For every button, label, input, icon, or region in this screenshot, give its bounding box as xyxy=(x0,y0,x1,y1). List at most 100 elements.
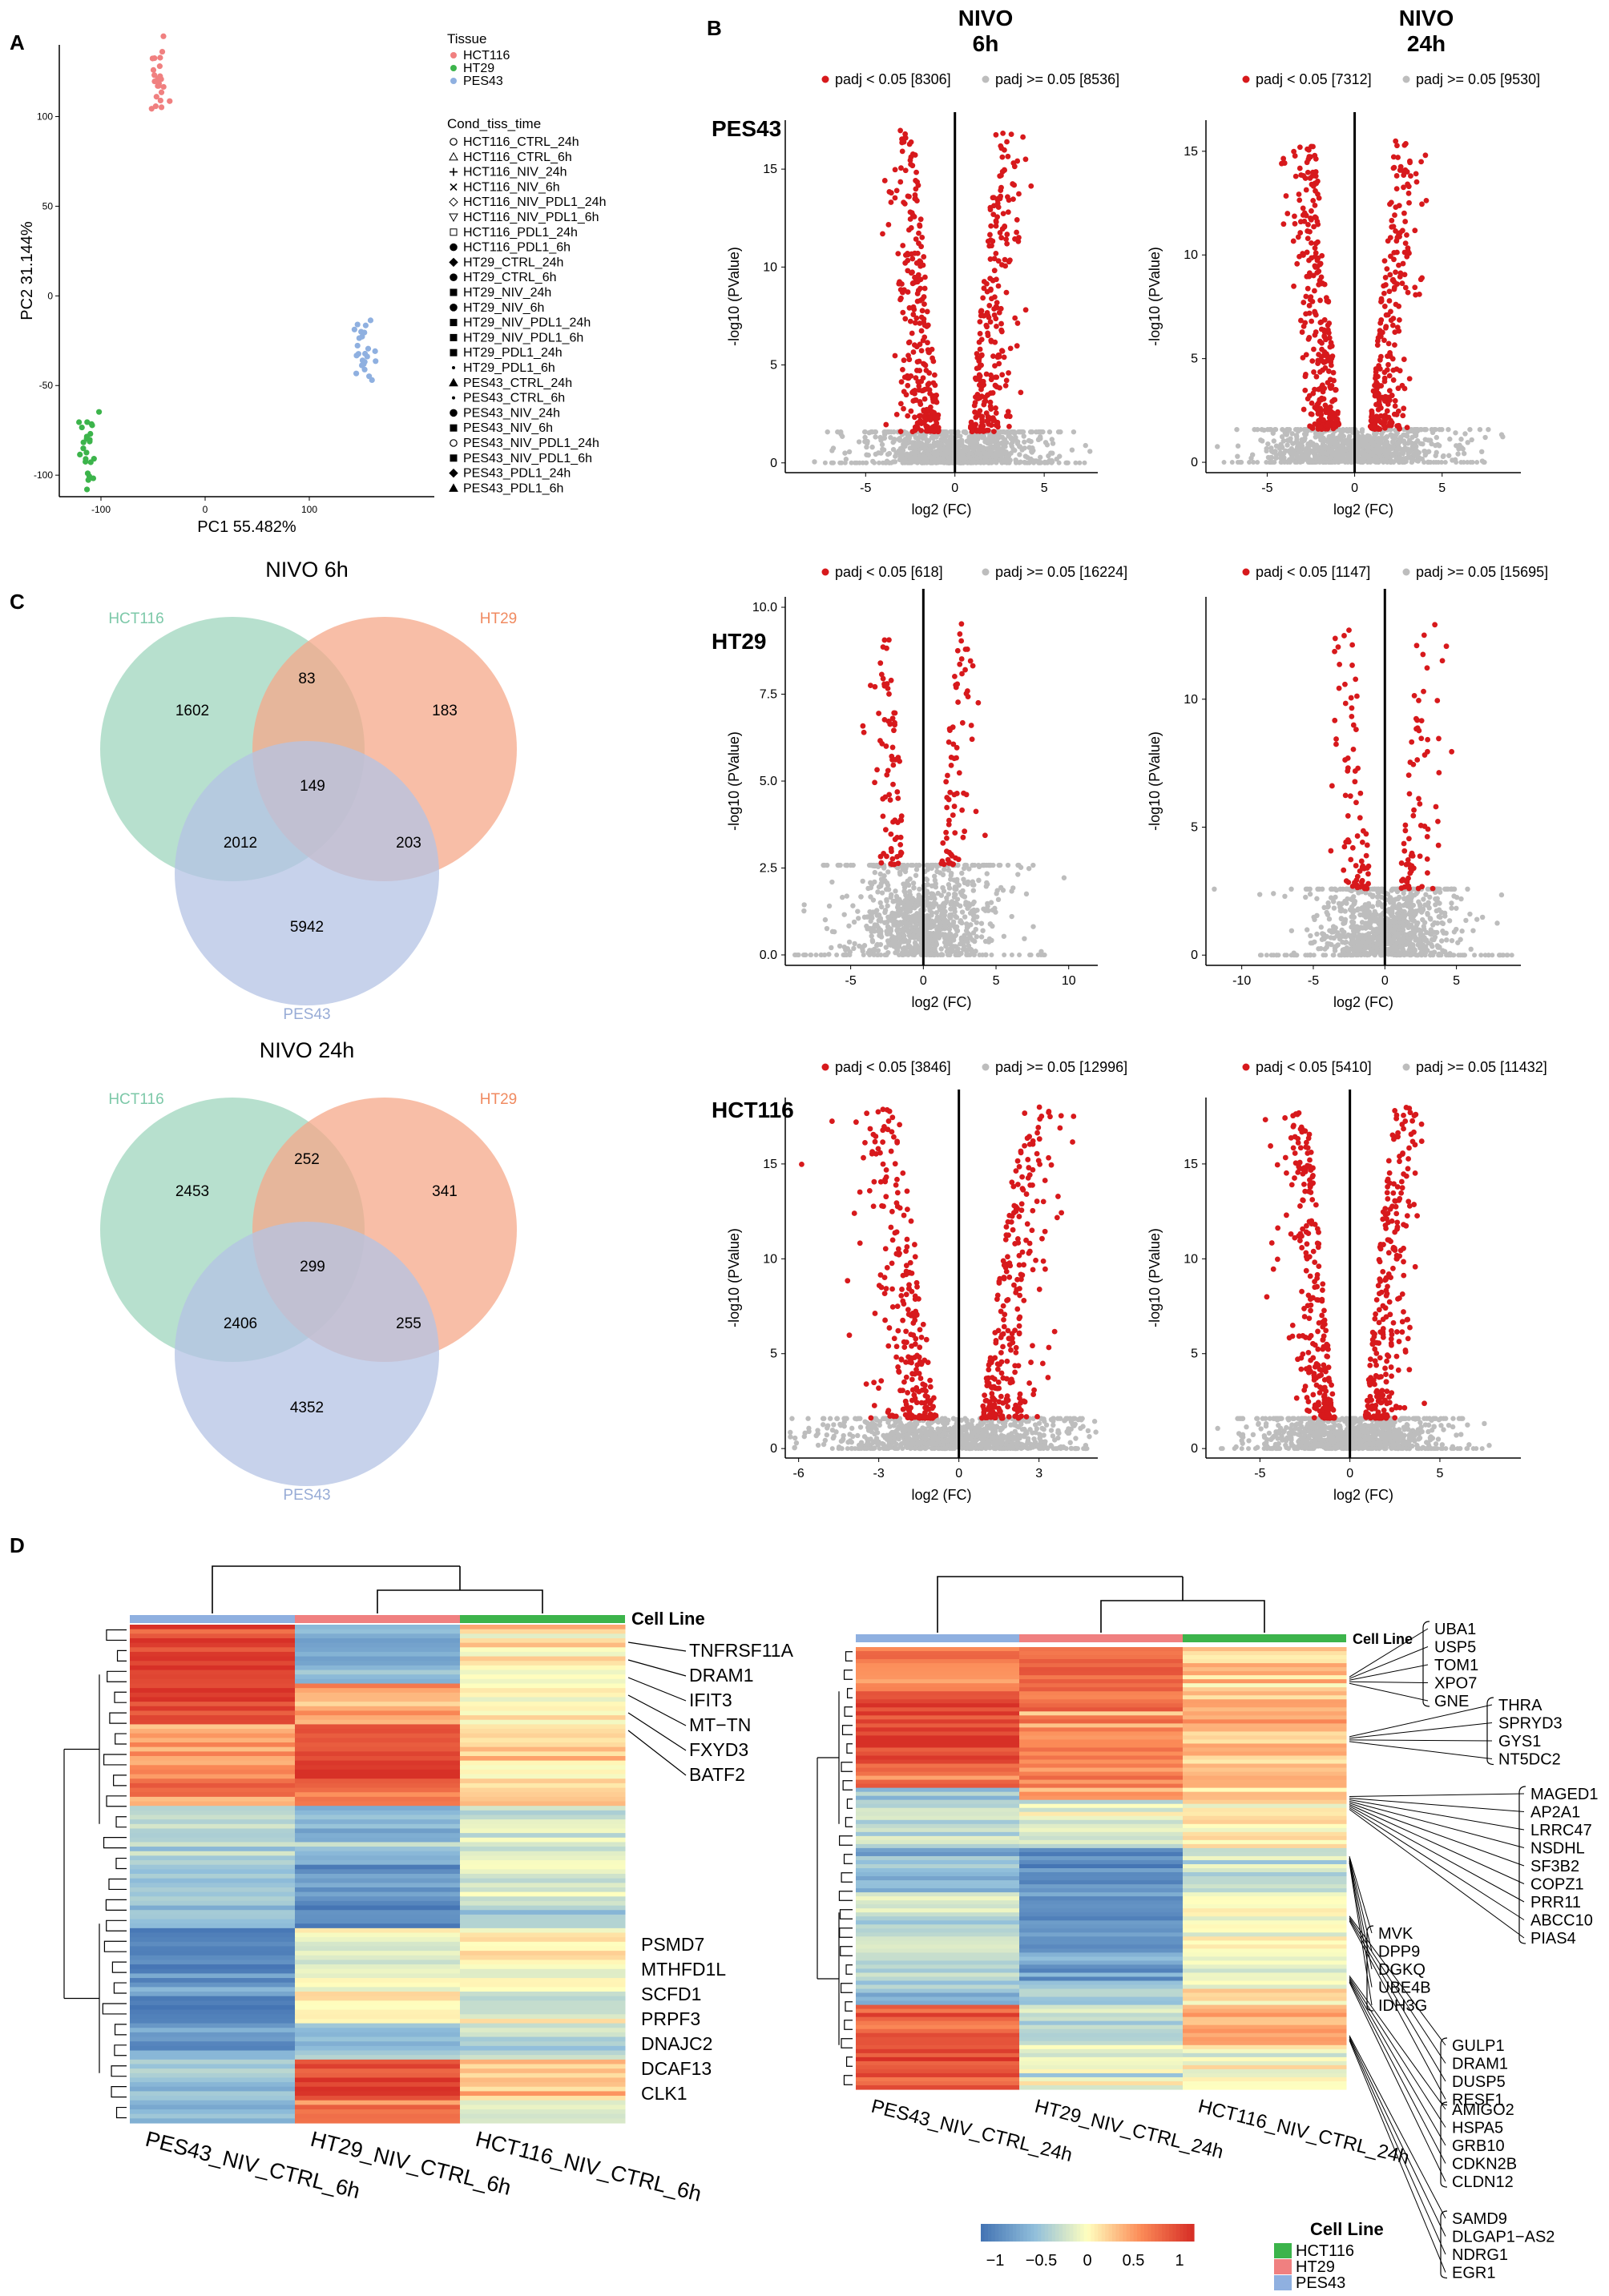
volcano-point-nonsig xyxy=(882,908,889,913)
volcano-point-nonsig xyxy=(966,903,972,909)
volcano-point-nonsig xyxy=(1321,904,1327,911)
volcano-point-sig xyxy=(998,172,1004,179)
volcano-point-sig xyxy=(1317,261,1323,268)
volcano-point-sig xyxy=(1412,284,1418,291)
volcano-point-sig xyxy=(1306,303,1313,308)
volcano-point-sig xyxy=(924,308,930,315)
volcano-point-sig xyxy=(988,286,994,292)
volcano-point-nonsig xyxy=(1439,920,1445,926)
volcano-point-sig xyxy=(951,673,958,679)
volcano-point-sig xyxy=(886,691,892,697)
volcano-point-sig xyxy=(918,348,925,354)
volcano-point-sig xyxy=(910,389,917,394)
volcano-point-sig xyxy=(1309,173,1316,179)
volcano-point-nonsig xyxy=(965,460,970,465)
volcano-point-nonsig xyxy=(1261,427,1267,433)
volcano-point-nonsig xyxy=(1006,433,1013,440)
volcano-y-axis-label: -log10 (PValue) xyxy=(726,731,742,831)
volcano-point-nonsig xyxy=(855,916,861,921)
volcano-point-nonsig xyxy=(989,952,994,957)
volcano-point-nonsig xyxy=(888,435,893,441)
volcano-point-nonsig xyxy=(1455,451,1461,457)
volcano-point-sig xyxy=(1405,248,1411,254)
volcano-point-nonsig xyxy=(962,914,968,920)
volcano-point-nonsig xyxy=(974,460,979,465)
volcano-point-nonsig xyxy=(931,450,937,456)
volcano-point-nonsig xyxy=(966,454,972,460)
volcano-point-sig xyxy=(968,423,974,429)
volcano-point-sig xyxy=(990,429,997,435)
volcano-point-nonsig xyxy=(996,862,1002,868)
volcano-point-sig xyxy=(944,835,950,841)
volcano-point-nonsig xyxy=(1042,460,1047,465)
volcano-point-nonsig xyxy=(974,920,979,925)
volcano-point-nonsig xyxy=(891,937,897,943)
volcano-point-nonsig xyxy=(1474,916,1480,922)
volcano-point-sig xyxy=(977,408,983,414)
volcano-point-nonsig xyxy=(1356,433,1362,440)
volcano-point-sig xyxy=(908,408,914,414)
volcano-point-sig xyxy=(1413,171,1419,177)
volcano-point-nonsig xyxy=(893,943,900,949)
volcano-point-sig xyxy=(1306,154,1313,160)
volcano-point-nonsig xyxy=(998,440,1005,446)
volcano-point-sig xyxy=(981,285,987,292)
volcano-x-tick-label: 0 xyxy=(1351,481,1358,495)
volcano-point-nonsig xyxy=(944,940,950,946)
volcano-point-nonsig xyxy=(841,944,847,950)
volcano-point-sig xyxy=(978,386,984,393)
volcano-point-sig xyxy=(909,269,915,276)
volcano-point-nonsig xyxy=(1454,905,1459,911)
volcano-point-nonsig xyxy=(1046,453,1051,459)
volcano-point-sig xyxy=(884,771,890,778)
volcano-point-sig xyxy=(917,263,924,269)
volcano-point-nonsig xyxy=(994,460,999,465)
volcano-point-nonsig xyxy=(940,901,946,908)
pca-legend-marker xyxy=(449,483,458,492)
volcano-point-nonsig xyxy=(1029,449,1035,455)
volcano-point-sig xyxy=(1014,229,1019,236)
volcano-point-nonsig xyxy=(1371,440,1377,445)
volcano-point-sig xyxy=(893,411,900,417)
volcano-point-nonsig xyxy=(1446,426,1451,433)
volcano-point-sig xyxy=(969,736,975,743)
volcano-point-sig xyxy=(1315,178,1321,184)
volcano-point-sig xyxy=(1325,405,1331,411)
volcano-point-nonsig xyxy=(1392,433,1397,438)
volcano-legend-sig-dot xyxy=(1242,568,1250,576)
volcano-point-sig xyxy=(1383,312,1389,318)
volcano-point-nonsig xyxy=(955,445,962,451)
volcano-point-nonsig xyxy=(832,928,837,935)
volcano-point-nonsig xyxy=(1272,426,1279,433)
volcano-point-nonsig xyxy=(981,460,986,465)
volcano-point-sig xyxy=(958,638,965,644)
volcano-point-sig xyxy=(976,372,982,378)
volcano-point-sig xyxy=(929,346,935,352)
volcano-point-nonsig xyxy=(1404,447,1409,453)
volcano-point-sig xyxy=(902,252,909,258)
volcano-point-nonsig xyxy=(1215,444,1220,449)
volcano-point-nonsig xyxy=(849,460,854,465)
volcano-point-sig xyxy=(955,856,962,863)
volcano-point-nonsig xyxy=(947,441,954,447)
volcano-point-sig xyxy=(934,415,941,421)
volcano-point-sig xyxy=(995,283,1002,289)
volcano-point-sig xyxy=(1401,385,1408,392)
volcano-point-nonsig xyxy=(944,460,950,465)
pca-point-pes43 xyxy=(353,352,360,359)
volcano-point-sig xyxy=(983,371,990,377)
volcano-point-nonsig xyxy=(874,952,880,957)
volcano-point-sig xyxy=(1331,377,1337,384)
volcano-point-sig xyxy=(1402,219,1409,224)
volcano-point-nonsig xyxy=(900,449,905,455)
volcano-point-sig xyxy=(1296,191,1302,197)
volcano-point-sig xyxy=(974,365,980,372)
volcano-point-sig xyxy=(946,821,952,828)
volcano-point-sig xyxy=(877,660,884,667)
volcano-point-sig xyxy=(1391,284,1397,291)
volcano-point-sig xyxy=(977,395,983,401)
volcano-y-tick-label: 0 xyxy=(770,457,777,470)
volcano-point-sig xyxy=(1382,413,1389,418)
volcano-point-sig xyxy=(894,789,901,795)
volcano-point-sig xyxy=(994,300,1000,306)
